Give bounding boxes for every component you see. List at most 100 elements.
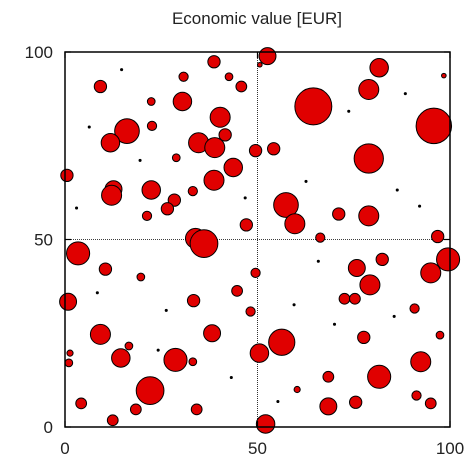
- data-point-75: [135, 376, 165, 405]
- y-tick-label: 50: [34, 231, 53, 250]
- data-point-79: [319, 397, 338, 416]
- data-point-11: [294, 87, 333, 126]
- data-point-1: [207, 55, 221, 69]
- data-point-58: [245, 306, 256, 317]
- data-point-86: [304, 179, 308, 183]
- data-point-93: [75, 206, 79, 210]
- data-point-30: [101, 184, 123, 206]
- data-point-74: [293, 385, 301, 394]
- data-point-36: [141, 210, 153, 221]
- data-point-34: [332, 207, 346, 221]
- data-point-84: [255, 414, 276, 434]
- x-tick-label: 100: [436, 439, 464, 458]
- data-point-65: [249, 343, 270, 363]
- data-point-10: [146, 97, 156, 106]
- data-point-91: [292, 303, 296, 307]
- data-point-16: [146, 120, 158, 131]
- data-point-5: [224, 72, 234, 82]
- data-point-70: [188, 357, 198, 367]
- data-point-69: [66, 349, 74, 357]
- data-point-51: [359, 274, 381, 296]
- y-tick-label: 100: [25, 43, 53, 62]
- data-point-92: [229, 375, 233, 380]
- data-point-8: [358, 78, 380, 101]
- data-point-14: [114, 118, 140, 144]
- data-point-24: [60, 168, 74, 183]
- reference-lines: [65, 52, 450, 427]
- data-point-48: [420, 262, 442, 284]
- data-point-100: [441, 72, 447, 79]
- data-point-41: [189, 229, 219, 258]
- data-point-73: [322, 370, 335, 383]
- data-point-43: [66, 241, 91, 266]
- data-point-13: [415, 107, 453, 145]
- data-point-72: [367, 364, 392, 389]
- data-point-55: [338, 292, 351, 305]
- data-point-89: [395, 188, 399, 192]
- data-point-53: [59, 292, 78, 311]
- data-point-35: [358, 205, 380, 227]
- data-points: [59, 47, 461, 434]
- chart-title: Economic value [EUR]: [172, 9, 342, 28]
- data-point-94: [418, 204, 422, 208]
- data-point-4: [178, 71, 189, 82]
- data-point-63: [268, 328, 296, 356]
- data-point-85: [156, 348, 160, 352]
- data-point-47: [98, 262, 113, 276]
- data-point-54: [186, 293, 201, 308]
- data-point-17: [100, 133, 121, 153]
- data-point-68: [64, 358, 74, 368]
- data-point-42: [431, 229, 445, 244]
- data-point-90: [332, 322, 337, 326]
- data-point-98: [276, 399, 280, 404]
- axis-ticks: 0 50 100 0 50 100: [25, 43, 465, 458]
- data-point-66: [111, 348, 131, 368]
- data-point-50: [136, 272, 146, 282]
- data-point-95: [316, 259, 320, 263]
- y-tick-label: 0: [44, 418, 53, 437]
- data-point-81: [190, 403, 203, 416]
- data-point-52: [231, 284, 243, 297]
- data-point-38: [239, 218, 253, 232]
- data-point-103: [243, 196, 247, 200]
- data-point-76: [411, 390, 422, 401]
- data-point-26: [203, 169, 225, 191]
- data-point-29: [187, 186, 198, 197]
- data-point-56: [349, 292, 361, 305]
- data-point-0: [258, 47, 277, 66]
- data-point-87: [403, 92, 407, 96]
- data-point-32: [273, 192, 299, 218]
- data-point-39: [315, 232, 326, 243]
- data-point-31: [167, 193, 181, 207]
- data-point-49: [250, 267, 261, 278]
- data-point-82: [129, 403, 142, 416]
- data-point-101: [347, 109, 351, 113]
- data-point-3: [369, 58, 389, 78]
- x-tick-label: 0: [60, 439, 69, 458]
- data-point-7: [235, 80, 248, 93]
- data-point-62: [435, 330, 445, 340]
- data-point-59: [89, 323, 111, 345]
- data-point-96: [392, 314, 396, 318]
- data-point-28: [141, 180, 161, 200]
- data-point-71: [410, 351, 432, 373]
- data-point-97: [164, 308, 168, 312]
- data-point-44: [436, 247, 461, 272]
- data-point-88: [87, 125, 91, 129]
- data-point-78: [349, 395, 363, 409]
- data-point-104: [138, 158, 142, 162]
- data-point-64: [124, 341, 134, 351]
- data-point-57: [409, 303, 420, 314]
- data-point-25: [223, 157, 243, 178]
- data-point-46: [347, 259, 366, 277]
- data-point-67: [163, 347, 188, 372]
- data-point-61: [357, 330, 371, 345]
- data-point-2: [257, 61, 263, 68]
- data-point-20: [267, 142, 281, 156]
- x-tick-label: 50: [248, 439, 267, 458]
- data-point-77: [75, 397, 88, 410]
- data-point-83: [106, 414, 119, 427]
- data-point-80: [424, 397, 437, 410]
- data-point-21: [248, 143, 263, 158]
